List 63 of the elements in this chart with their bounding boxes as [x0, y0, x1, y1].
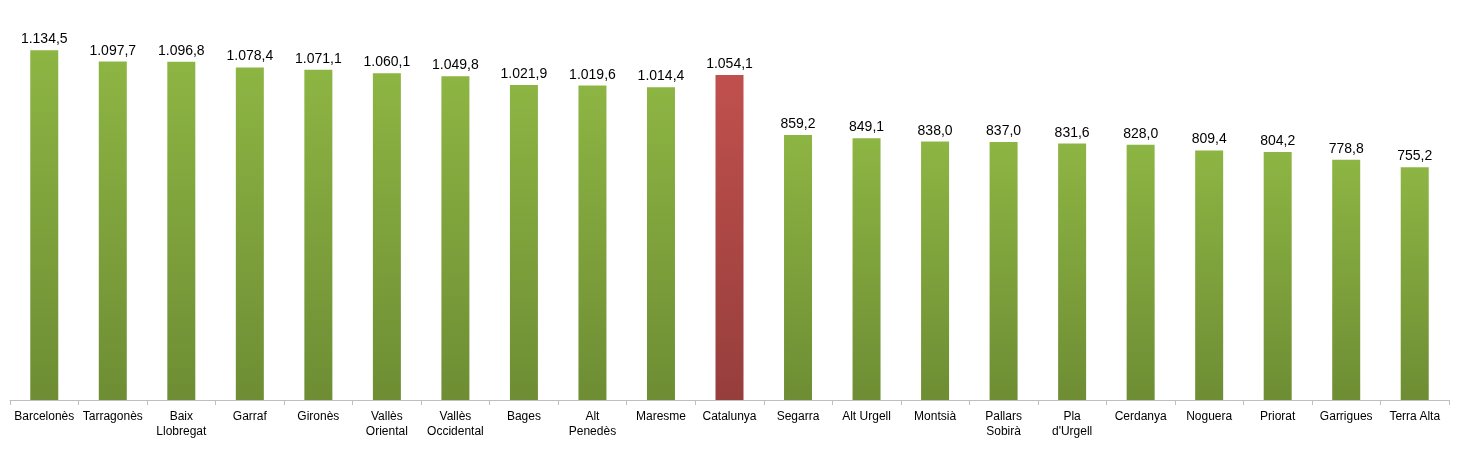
x-tick-label: Catalunya	[702, 408, 757, 423]
data-label: 804,2	[1260, 132, 1296, 149]
bar	[1126, 144, 1155, 400]
data-label: 1.019,6	[569, 65, 617, 82]
bar	[646, 87, 675, 400]
bar	[1400, 167, 1429, 400]
x-tick-label: Terra Alta	[1389, 408, 1441, 423]
data-label: 1.096,8	[157, 41, 205, 58]
data-label: 1.054,1	[706, 54, 754, 71]
bar	[30, 50, 59, 400]
x-tick-label: Segarra	[776, 408, 820, 423]
x-tick-label: Vallès Oriental	[365, 408, 408, 438]
bar	[167, 61, 196, 400]
x-tick-label: Gironès	[297, 408, 340, 423]
x-tick-label: Tarragonès	[82, 408, 143, 423]
x-tick-label: Pla d'Urgell	[1051, 408, 1093, 438]
bar	[578, 85, 607, 400]
data-label: 849,1	[849, 118, 885, 135]
data-label: 1.097,7	[89, 41, 137, 58]
data-label: 859,2	[780, 115, 816, 132]
data-label: 1.134,5	[20, 30, 68, 47]
bar	[98, 61, 127, 400]
data-label: 1.071,1	[295, 49, 342, 66]
bar	[1263, 152, 1292, 400]
bar	[852, 138, 881, 400]
x-tick-label: Priorat	[1260, 408, 1297, 423]
bar	[784, 135, 813, 400]
data-label: 828,0	[1123, 124, 1159, 141]
x-tick-label: Maresme	[635, 408, 687, 423]
bar	[715, 74, 744, 400]
x-tick-label: Garraf	[232, 408, 268, 423]
bar	[441, 76, 470, 400]
x-tick-label: Vallès Occidental	[427, 408, 484, 438]
data-label: 1.078,4	[226, 47, 274, 64]
x-tick-label: Baix Llobregat	[156, 408, 207, 438]
bar	[1058, 143, 1087, 400]
bar	[921, 141, 950, 400]
x-tick-label: Pallars Sobirà	[985, 408, 1022, 438]
x-tick-label: Bages	[506, 408, 541, 423]
bar	[1195, 150, 1224, 400]
data-label: 838,0	[917, 121, 953, 138]
x-tick-label: Noguera	[1186, 408, 1233, 423]
x-tick-label: Alt Penedès	[568, 408, 617, 438]
x-tick-label: Cerdanya	[1114, 408, 1167, 423]
bar	[372, 73, 401, 400]
data-label: 809,4	[1191, 130, 1227, 147]
x-tick-label: Montsià	[914, 408, 957, 423]
bar	[235, 67, 264, 400]
data-label: 831,6	[1054, 123, 1090, 140]
data-label: 755,2	[1397, 147, 1433, 164]
data-label: 778,8	[1328, 139, 1364, 156]
x-tick-label: Barcelonès	[14, 408, 75, 423]
bar	[509, 84, 538, 400]
x-tick-label: Alt Urgell	[842, 408, 891, 423]
x-tick-label: Garrigues	[1319, 408, 1373, 423]
bar	[989, 141, 1018, 400]
bar	[304, 69, 333, 400]
data-label: 1.021,9	[500, 64, 548, 81]
data-label: 1.014,4	[637, 67, 685, 84]
data-label: 1.060,1	[363, 53, 411, 70]
bar	[1332, 159, 1361, 400]
data-label: 837,0	[986, 121, 1022, 138]
data-label: 1.049,8	[432, 56, 479, 73]
